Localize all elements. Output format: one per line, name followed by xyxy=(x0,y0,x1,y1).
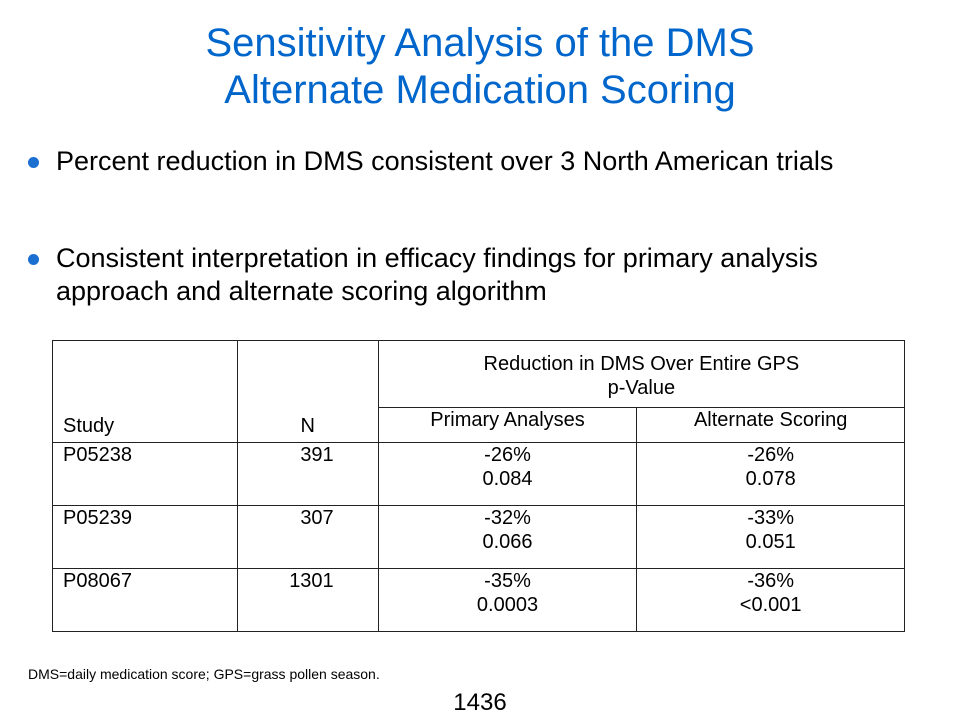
bullet-item: Consistent interpretation in efficacy fi… xyxy=(28,242,908,308)
bullet-text: Percent reduction in DMS consistent over… xyxy=(56,146,834,176)
bullet-dot-icon xyxy=(28,254,39,265)
column-header-alternate: Alternate Scoring xyxy=(636,407,905,443)
cell-primary: -26% 0.084 xyxy=(377,442,638,506)
cell-alternate-percent: -26% xyxy=(747,444,795,466)
cell-primary: -32% 0.066 xyxy=(377,505,638,569)
table-subheader-row: Primary Analyses Alternate Scoring xyxy=(53,407,905,443)
column-group-header: Reduction in DMS Over Entire GPS p-Value xyxy=(377,340,906,408)
table-header-row: Study N Reduction in DMS Over Entire GPS… xyxy=(52,340,906,443)
cell-n: 391 xyxy=(236,442,379,506)
cell-primary-p-value: 0.084 xyxy=(482,468,533,490)
cell-primary-p-value: 0.0003 xyxy=(476,594,539,616)
bullet-text: Consistent interpretation in efficacy fi… xyxy=(56,243,818,306)
cell-alternate: -36% <0.001 xyxy=(636,568,905,632)
cell-n: 1301 xyxy=(236,568,379,632)
column-header-study: Study xyxy=(52,340,238,443)
table-row: P08067 1301 -35% 0.0003 -36% <0.001 xyxy=(52,568,905,632)
cell-alternate-p-value: 0.051 xyxy=(745,531,796,553)
footnote: DMS=daily medication score; GPS=grass po… xyxy=(28,666,380,682)
cell-n: 307 xyxy=(236,505,379,569)
column-header-n: N xyxy=(236,340,379,443)
cell-primary: -35% 0.0003 xyxy=(377,568,638,632)
cell-primary-percent: -35% xyxy=(484,570,531,592)
cell-alternate: -33% 0.051 xyxy=(636,505,905,569)
cell-primary-percent: -26% xyxy=(484,444,531,466)
bullet-dot-icon xyxy=(28,157,39,168)
table-row: P05238 391 -26% 0.084 -26% 0.078 xyxy=(52,442,905,506)
cell-alternate-percent: -36% xyxy=(747,570,795,592)
cell-study: P05239 xyxy=(52,505,238,569)
results-table: Study N Reduction in DMS Over Entire GPS… xyxy=(52,340,906,632)
column-group-header-line-2: p-Value xyxy=(607,377,676,399)
bullet-item: Percent reduction in DMS consistent over… xyxy=(28,145,908,178)
page-number: 1436 xyxy=(453,689,507,716)
slide-title-line-2: Alternate Medication Scoring xyxy=(224,68,736,112)
table-row: P05239 307 -32% 0.066 -33% 0.051 xyxy=(52,505,905,569)
cell-primary-percent: -32% xyxy=(484,507,531,529)
slide-title: Sensitivity Analysis of the DMS Alternat… xyxy=(0,20,960,114)
cell-alternate-percent: -33% xyxy=(747,507,795,529)
cell-primary-p-value: 0.066 xyxy=(482,531,533,553)
column-group-header-line-1: Reduction in DMS Over Entire GPS xyxy=(483,353,800,375)
cell-alternate: -26% 0.078 xyxy=(636,442,905,506)
column-header-primary: Primary Analyses xyxy=(377,407,638,443)
cell-study: P08067 xyxy=(52,568,238,632)
slide-title-line-1: Sensitivity Analysis of the DMS xyxy=(205,21,755,65)
cell-alternate-p-value: <0.001 xyxy=(739,594,802,616)
cell-alternate-p-value: 0.078 xyxy=(745,468,796,490)
cell-study: P05238 xyxy=(52,442,238,506)
